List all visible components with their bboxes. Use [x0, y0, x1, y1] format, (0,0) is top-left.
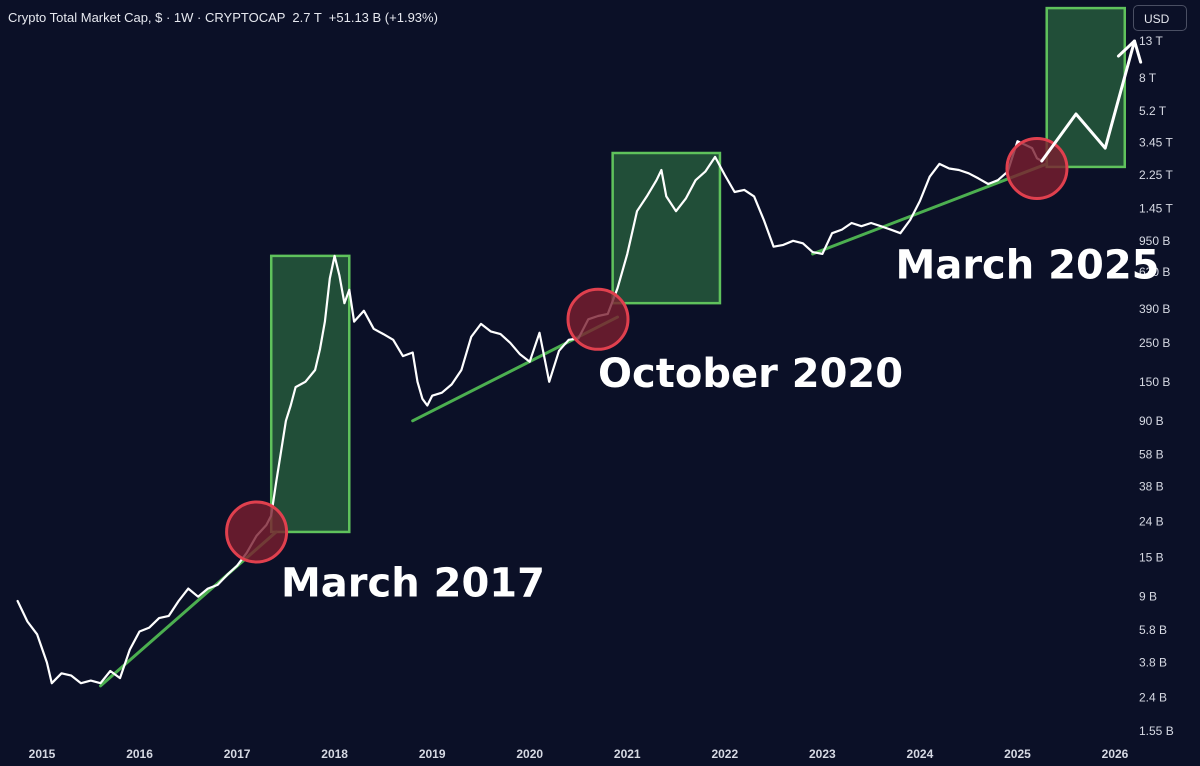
x-tick-label: 2022 — [711, 747, 738, 761]
projection-layer — [1040, 39, 1143, 163]
x-tick-label: 2020 — [516, 747, 543, 761]
x-tick-label: 2018 — [321, 747, 348, 761]
highlight-box-1 — [269, 254, 351, 534]
highlight-box-2 — [611, 151, 722, 305]
y-tick-label: 390 B — [1139, 302, 1170, 316]
x-tick-label: 2019 — [419, 747, 446, 761]
market-cap-line — [16, 140, 1043, 685]
chart-header: Crypto Total Market Cap, $ · 1W · CRYPTO… — [8, 10, 438, 25]
y-tick-label: 58 B — [1139, 447, 1164, 461]
y-tick-label: 250 B — [1139, 336, 1170, 350]
y-tick-label: 1.45 T — [1139, 202, 1173, 216]
y-tick-label: 15 B — [1139, 551, 1164, 565]
y-tick-label: 1.55 B — [1139, 724, 1174, 738]
y-tick-label: 2.25 T — [1139, 168, 1173, 182]
projection-arrowhead-icon — [1116, 39, 1143, 64]
price-series-layer — [16, 140, 1043, 685]
x-tick-label: 2016 — [126, 747, 153, 761]
y-tick-label: 5.8 B — [1139, 623, 1167, 637]
highlight-box-3 — [1045, 6, 1127, 169]
x-tick-label: 2024 — [907, 747, 934, 761]
x-tick-label: 2015 — [29, 747, 56, 761]
y-axis: 13 T 8 T 5.2 T 3.45 T 2.25 T 1.45 T 950 B 630 B… — [1139, 34, 1174, 738]
y-tick-label: 3.8 B — [1139, 656, 1167, 670]
y-tick-label: 9 B — [1139, 590, 1157, 604]
y-tick-label: 24 B — [1139, 515, 1164, 529]
x-tick-label: 2026 — [1102, 747, 1129, 761]
y-tick-label: 8 T — [1139, 71, 1157, 85]
y-tick-label: 13 T — [1139, 34, 1163, 48]
y-tick-label: 950 B — [1139, 234, 1170, 248]
breakout-circle-2 — [566, 287, 630, 351]
x-tick-label: 2025 — [1004, 747, 1031, 761]
y-tick-label: 630 B — [1139, 265, 1170, 279]
x-tick-label: 2017 — [224, 747, 251, 761]
breakout-circle-3 — [1005, 136, 1069, 200]
highlight-circles-layer — [225, 136, 1069, 564]
annotation-label-1: March 2017 — [281, 561, 545, 607]
breakout-circle-1 — [225, 500, 289, 564]
annotations-layer: March 2017 October 2020 March 2025 — [281, 242, 1160, 606]
y-tick-label: 3.45 T — [1139, 135, 1173, 149]
projection-path — [1040, 39, 1136, 163]
highlight-boxes-layer — [269, 6, 1127, 534]
annotation-label-2: October 2020 — [598, 351, 903, 397]
y-tick-label: 150 B — [1139, 375, 1170, 389]
y-tick-label: 38 B — [1139, 480, 1164, 494]
currency-button[interactable]: USD — [1133, 5, 1187, 31]
y-tick-label: 90 B — [1139, 414, 1164, 428]
y-tick-label: 2.4 B — [1139, 691, 1167, 705]
annotation-label-3: March 2025 — [896, 242, 1160, 288]
x-axis: 2015 2016 2017 2018 2019 2020 2021 2022 2023 2024… — [29, 747, 1129, 761]
x-tick-label: 2021 — [614, 747, 641, 761]
x-tick-label: 2023 — [809, 747, 836, 761]
y-tick-label: 5.2 T — [1139, 104, 1167, 118]
